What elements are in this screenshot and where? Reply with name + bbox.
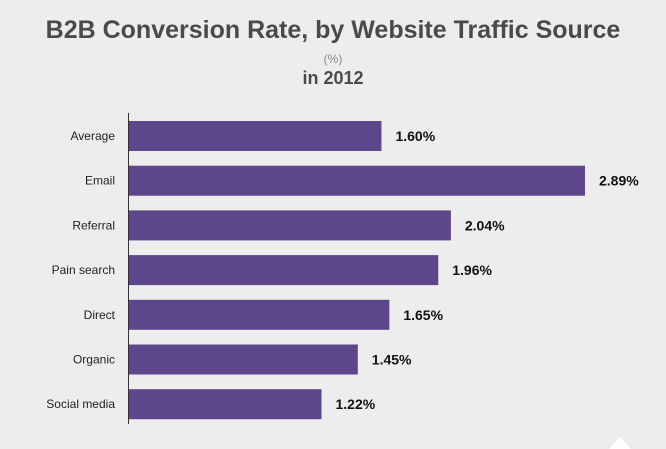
category-label-referral: Referral bbox=[72, 218, 115, 232]
category-label-average: Average bbox=[71, 129, 116, 143]
bar-email bbox=[129, 165, 585, 196]
bar-referral bbox=[129, 210, 451, 241]
category-label-pain-search: Pain search bbox=[52, 263, 115, 277]
chart-title: B2B Conversion Rate, by Website Traffic … bbox=[45, 16, 621, 44]
bar-social-media bbox=[129, 389, 322, 420]
value-label-referral: 2.04% bbox=[465, 217, 505, 233]
bar-average bbox=[129, 121, 382, 151]
chart-unit: (%) bbox=[323, 52, 343, 66]
category-label-social-media: Social media bbox=[46, 397, 115, 411]
category-label-organic: Organic bbox=[73, 353, 115, 367]
value-label-direct: 1.65% bbox=[403, 307, 443, 323]
bar-direct bbox=[129, 299, 390, 330]
bar-organic bbox=[129, 344, 358, 375]
bars-group: Average 1.60% Email 2.89% Referral 2.04% Pain … bbox=[46, 121, 639, 420]
corner-notch bbox=[609, 437, 631, 449]
category-label-direct: Direct bbox=[84, 308, 116, 322]
value-label-average: 1.60% bbox=[395, 128, 435, 144]
value-label-social-media: 1.22% bbox=[335, 396, 375, 412]
chart-subtitle: in 2012 bbox=[302, 68, 364, 88]
bar-pain-search bbox=[129, 255, 439, 286]
category-label-email: Email bbox=[85, 174, 115, 188]
value-label-organic: 1.45% bbox=[372, 352, 412, 368]
value-label-pain-search: 1.96% bbox=[452, 262, 492, 278]
value-label-email: 2.89% bbox=[599, 173, 639, 189]
